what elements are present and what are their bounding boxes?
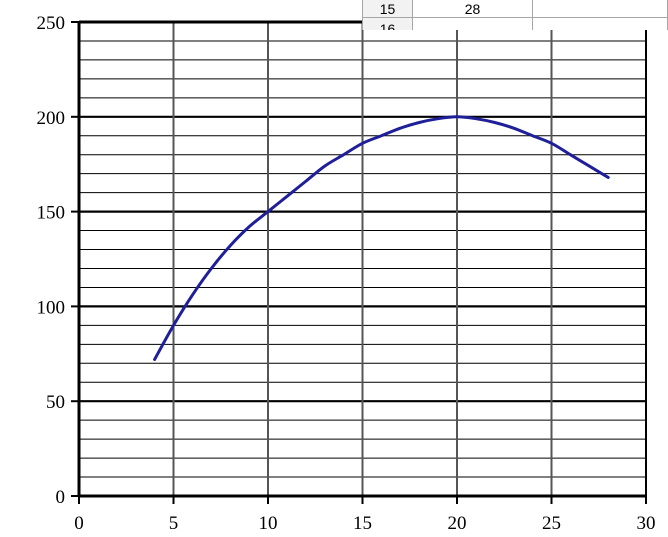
x-tick-label: 5 (169, 513, 179, 534)
y-tick-label: 200 (37, 108, 66, 129)
x-tick-label: 0 (74, 513, 84, 534)
empty-cell[interactable] (532, 0, 668, 18)
spreadsheet-overlay: 15 28 16 (362, 0, 668, 30)
grid (79, 22, 646, 496)
x-tick-label: 30 (637, 513, 656, 534)
tick-labels: 0 50 100 150 200 250 0 5 10 15 20 25 30 (37, 13, 656, 534)
y-tick-label: 100 (37, 297, 66, 318)
value-cell[interactable]: 28 (412, 0, 532, 18)
y-tick-label: 50 (46, 392, 65, 413)
row-number-cell[interactable]: 16 (362, 18, 412, 30)
empty-cell[interactable] (532, 18, 668, 30)
axes (71, 20, 647, 504)
series-line (153, 115, 610, 361)
x-tick-label: 25 (542, 513, 561, 534)
x-tick-label: 15 (353, 513, 372, 534)
series-layer (153, 115, 610, 361)
spreadsheet-row: 15 28 (362, 0, 668, 18)
x-tick-label: 10 (259, 513, 278, 534)
y-tick-label: 0 (56, 487, 66, 508)
y-tick-label: 250 (37, 13, 66, 34)
value-cell[interactable] (412, 18, 532, 30)
x-tick-label: 20 (448, 513, 467, 534)
row-number-cell[interactable]: 15 (362, 0, 412, 18)
y-tick-label: 150 (37, 203, 66, 224)
spreadsheet-row: 16 (362, 17, 668, 30)
